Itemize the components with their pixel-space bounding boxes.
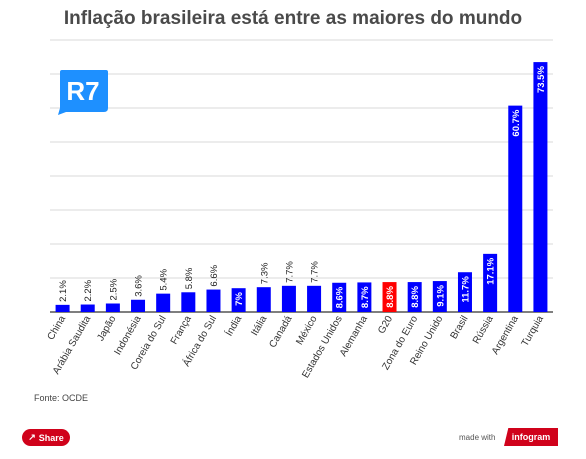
- category-label: França: [169, 314, 194, 347]
- bar-china[interactable]: [55, 304, 70, 312]
- bar-alemanha[interactable]: [357, 282, 372, 312]
- bar-canadá[interactable]: [281, 285, 296, 312]
- bar-chart: 2.1% 2.2% 2.5% 3.6% 5.4% 5.8% 6.6% 7% 7.3% 7.7% 7.…: [46, 39, 553, 381]
- value-label: 9.1%: [435, 285, 446, 307]
- gridlines: [50, 39, 553, 313]
- category-label: China: [46, 314, 69, 343]
- share-button[interactable]: ↗ Share: [22, 429, 70, 446]
- category-label: Turquia: [520, 314, 547, 349]
- source-note: Fonte: OCDE: [34, 393, 89, 403]
- bar-rússia[interactable]: [483, 253, 498, 312]
- value-label: 5.4%: [159, 268, 170, 290]
- bar-g20[interactable]: [382, 282, 397, 312]
- category-label: Japão: [95, 314, 118, 343]
- bar-estados-unidos[interactable]: [332, 282, 347, 312]
- bar-argentina[interactable]: [508, 105, 523, 313]
- bar-arábia-saudita[interactable]: [80, 304, 95, 312]
- category-label: G20: [376, 314, 395, 336]
- value-label: 2.5%: [108, 278, 119, 300]
- infogram-link[interactable]: infogram: [504, 428, 558, 446]
- value-label: 7.7%: [284, 261, 295, 283]
- value-label: 7.7%: [310, 261, 321, 283]
- value-label: 7%: [234, 292, 245, 306]
- value-label: 8.6%: [335, 286, 346, 308]
- bar-itália[interactable]: [256, 287, 271, 312]
- bar-zona-do-euro[interactable]: [407, 282, 422, 312]
- svg-text:R7: R7: [66, 76, 99, 106]
- value-label: 8.8%: [385, 286, 396, 308]
- bar-méxico[interactable]: [307, 285, 322, 312]
- value-label: 7.3%: [259, 262, 270, 284]
- value-label: 60.7%: [511, 109, 522, 136]
- value-labels: 2.1% 2.2% 2.5% 3.6% 5.4% 5.8% 6.6% 7% 7.3% 7.7% 7.…: [58, 66, 547, 309]
- bar-coreia-do-sul[interactable]: [156, 293, 171, 312]
- category-label: Brasil: [449, 314, 471, 341]
- bar-áfrica-do-sul[interactable]: [206, 289, 221, 312]
- category-label: Canadá: [267, 314, 294, 350]
- bar-turquia[interactable]: [533, 62, 548, 312]
- category-label: Rússia: [471, 314, 496, 346]
- chart-title: Inflação brasileira está entre as maiore…: [63, 8, 523, 29]
- category-label: México: [294, 314, 320, 347]
- value-label: 73.5%: [536, 66, 547, 93]
- value-label: 11.7%: [460, 276, 471, 303]
- bar-frança[interactable]: [181, 292, 196, 312]
- share-icon: ↗: [28, 432, 36, 442]
- bar-japão[interactable]: [105, 303, 120, 313]
- bar-brasil[interactable]: [457, 272, 472, 312]
- value-label: 3.6%: [134, 275, 145, 297]
- value-label: 8.7%: [360, 286, 371, 308]
- bar-índia[interactable]: [231, 288, 246, 312]
- bars: [55, 62, 548, 313]
- value-label: 8.8%: [410, 286, 421, 308]
- value-label: 5.8%: [184, 267, 195, 289]
- r7-logo: R7: [58, 70, 108, 115]
- category-label: Itália: [249, 314, 269, 338]
- value-label: 17.1%: [486, 257, 497, 284]
- category-label: Índia: [222, 313, 244, 339]
- bar-indonésia[interactable]: [131, 299, 146, 312]
- bar-reino-unido[interactable]: [432, 281, 447, 312]
- value-label: 2.1%: [58, 280, 69, 302]
- value-label: 2.2%: [83, 279, 94, 301]
- value-label: 6.6%: [209, 264, 220, 286]
- made-with-text: made with: [459, 433, 496, 442]
- share-label: Share: [38, 432, 64, 443]
